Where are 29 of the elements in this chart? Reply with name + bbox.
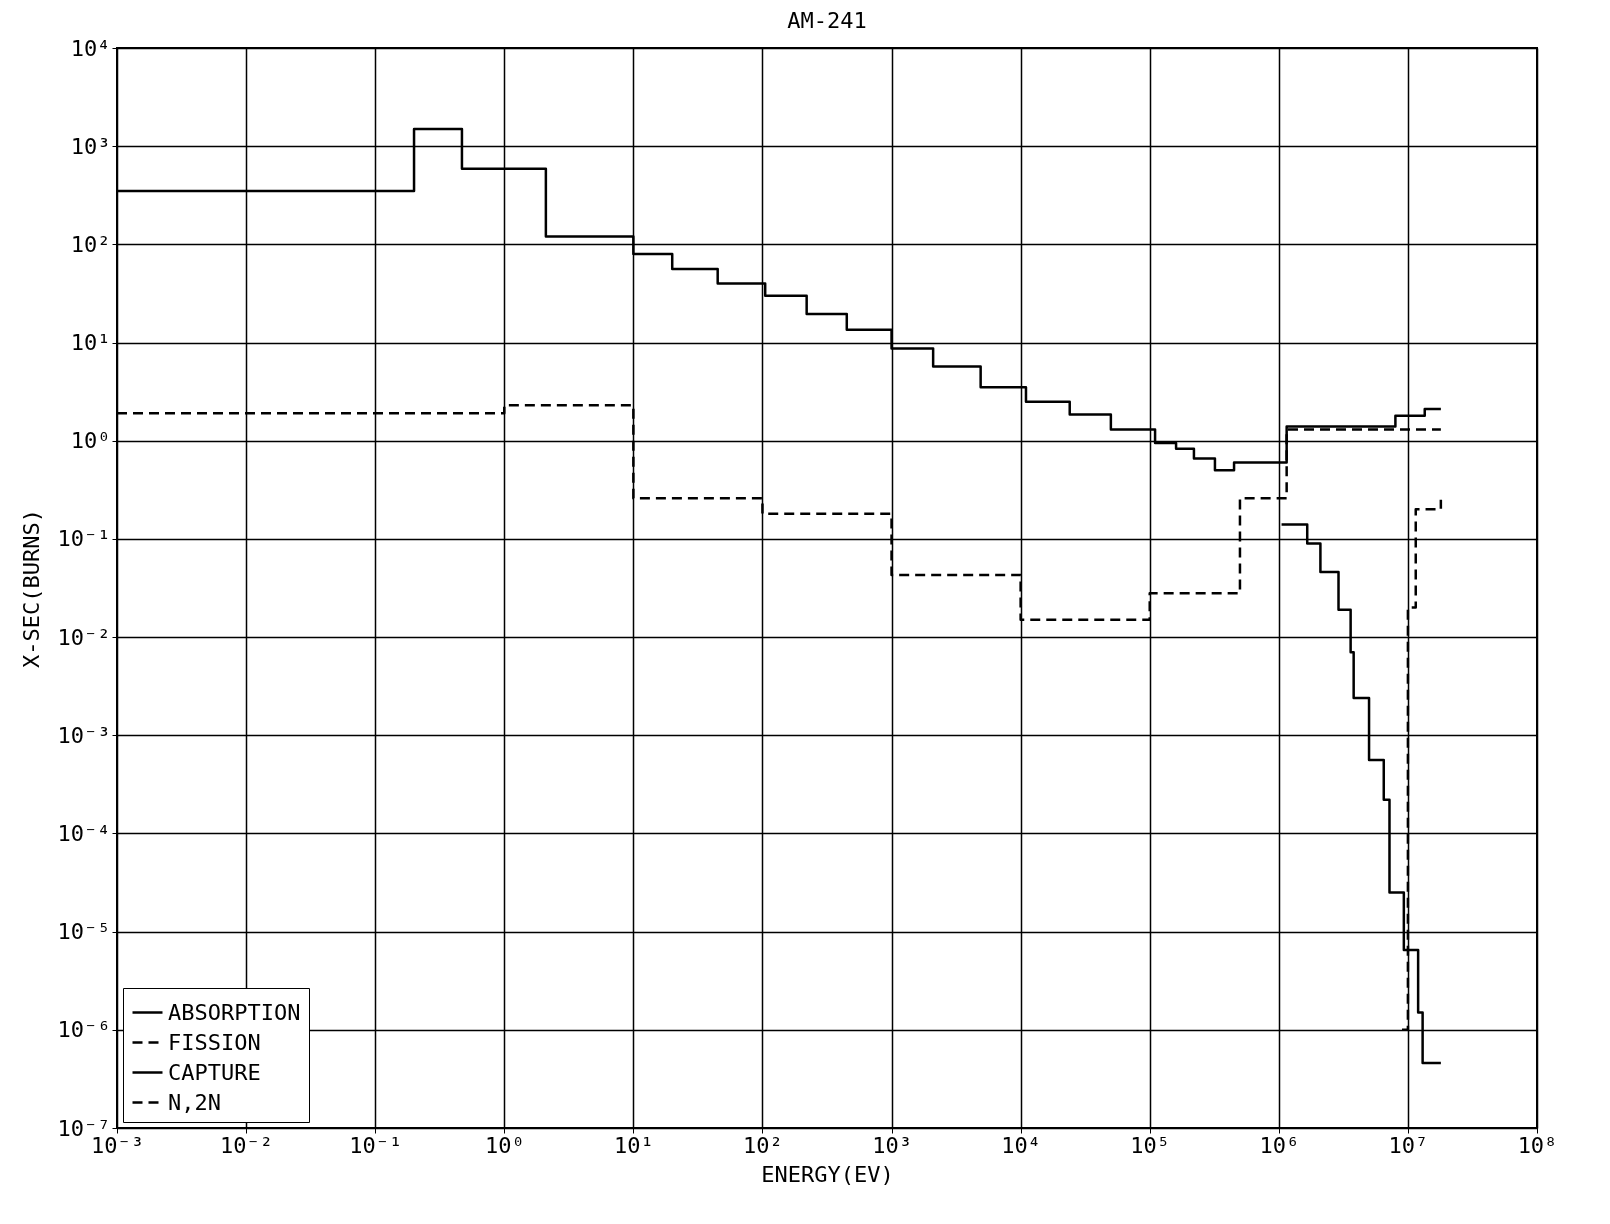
x-tick-label: 10⁰ [484, 1132, 525, 1158]
chart-title: AM-241 [787, 8, 867, 33]
x-tick-label: 10⁶ [1259, 1132, 1300, 1158]
x-tick-label: 10⁴ [1001, 1132, 1042, 1158]
x-tick-label: 10⁸ [1517, 1132, 1558, 1158]
x-tick-label: 10⁻¹ [349, 1132, 403, 1158]
y-tick-label: 10⁰ [70, 428, 111, 454]
legend-label: ABSORPTION [168, 999, 301, 1025]
x-tick-label: 10³ [872, 1132, 912, 1158]
y-axis-title: X-SEC(BURNS) [18, 509, 44, 668]
y-tick-label: 10⁻² [57, 624, 111, 650]
x-tick-label: 10² [743, 1132, 783, 1158]
y-tick-label: 10² [70, 231, 111, 257]
x-tick-label: 10¹ [613, 1132, 654, 1158]
x-axis-title: ENERGY(EV) [761, 1161, 894, 1187]
legend-label: FISSION [168, 1029, 261, 1055]
x-tick-label: 10⁻² [220, 1132, 274, 1158]
y-tick-label: 10¹ [70, 330, 111, 356]
y-tick-label: 10³ [70, 133, 111, 159]
y-tick-label: 10⁻⁴ [57, 820, 111, 846]
y-tick-label: 10⁻⁶ [57, 1017, 111, 1043]
y-tick-label: 10⁴ [70, 35, 111, 61]
legend-label: N,2N [168, 1089, 221, 1115]
y-tick-label: 10⁻⁵ [57, 919, 111, 945]
y-tick-label: 10⁻¹ [57, 526, 111, 552]
x-tick-label: 10⁷ [1388, 1132, 1429, 1158]
y-tick-label: 10⁻³ [57, 722, 111, 748]
x-tick-label: 10⁵ [1130, 1132, 1171, 1158]
legend-label: CAPTURE [168, 1059, 261, 1085]
